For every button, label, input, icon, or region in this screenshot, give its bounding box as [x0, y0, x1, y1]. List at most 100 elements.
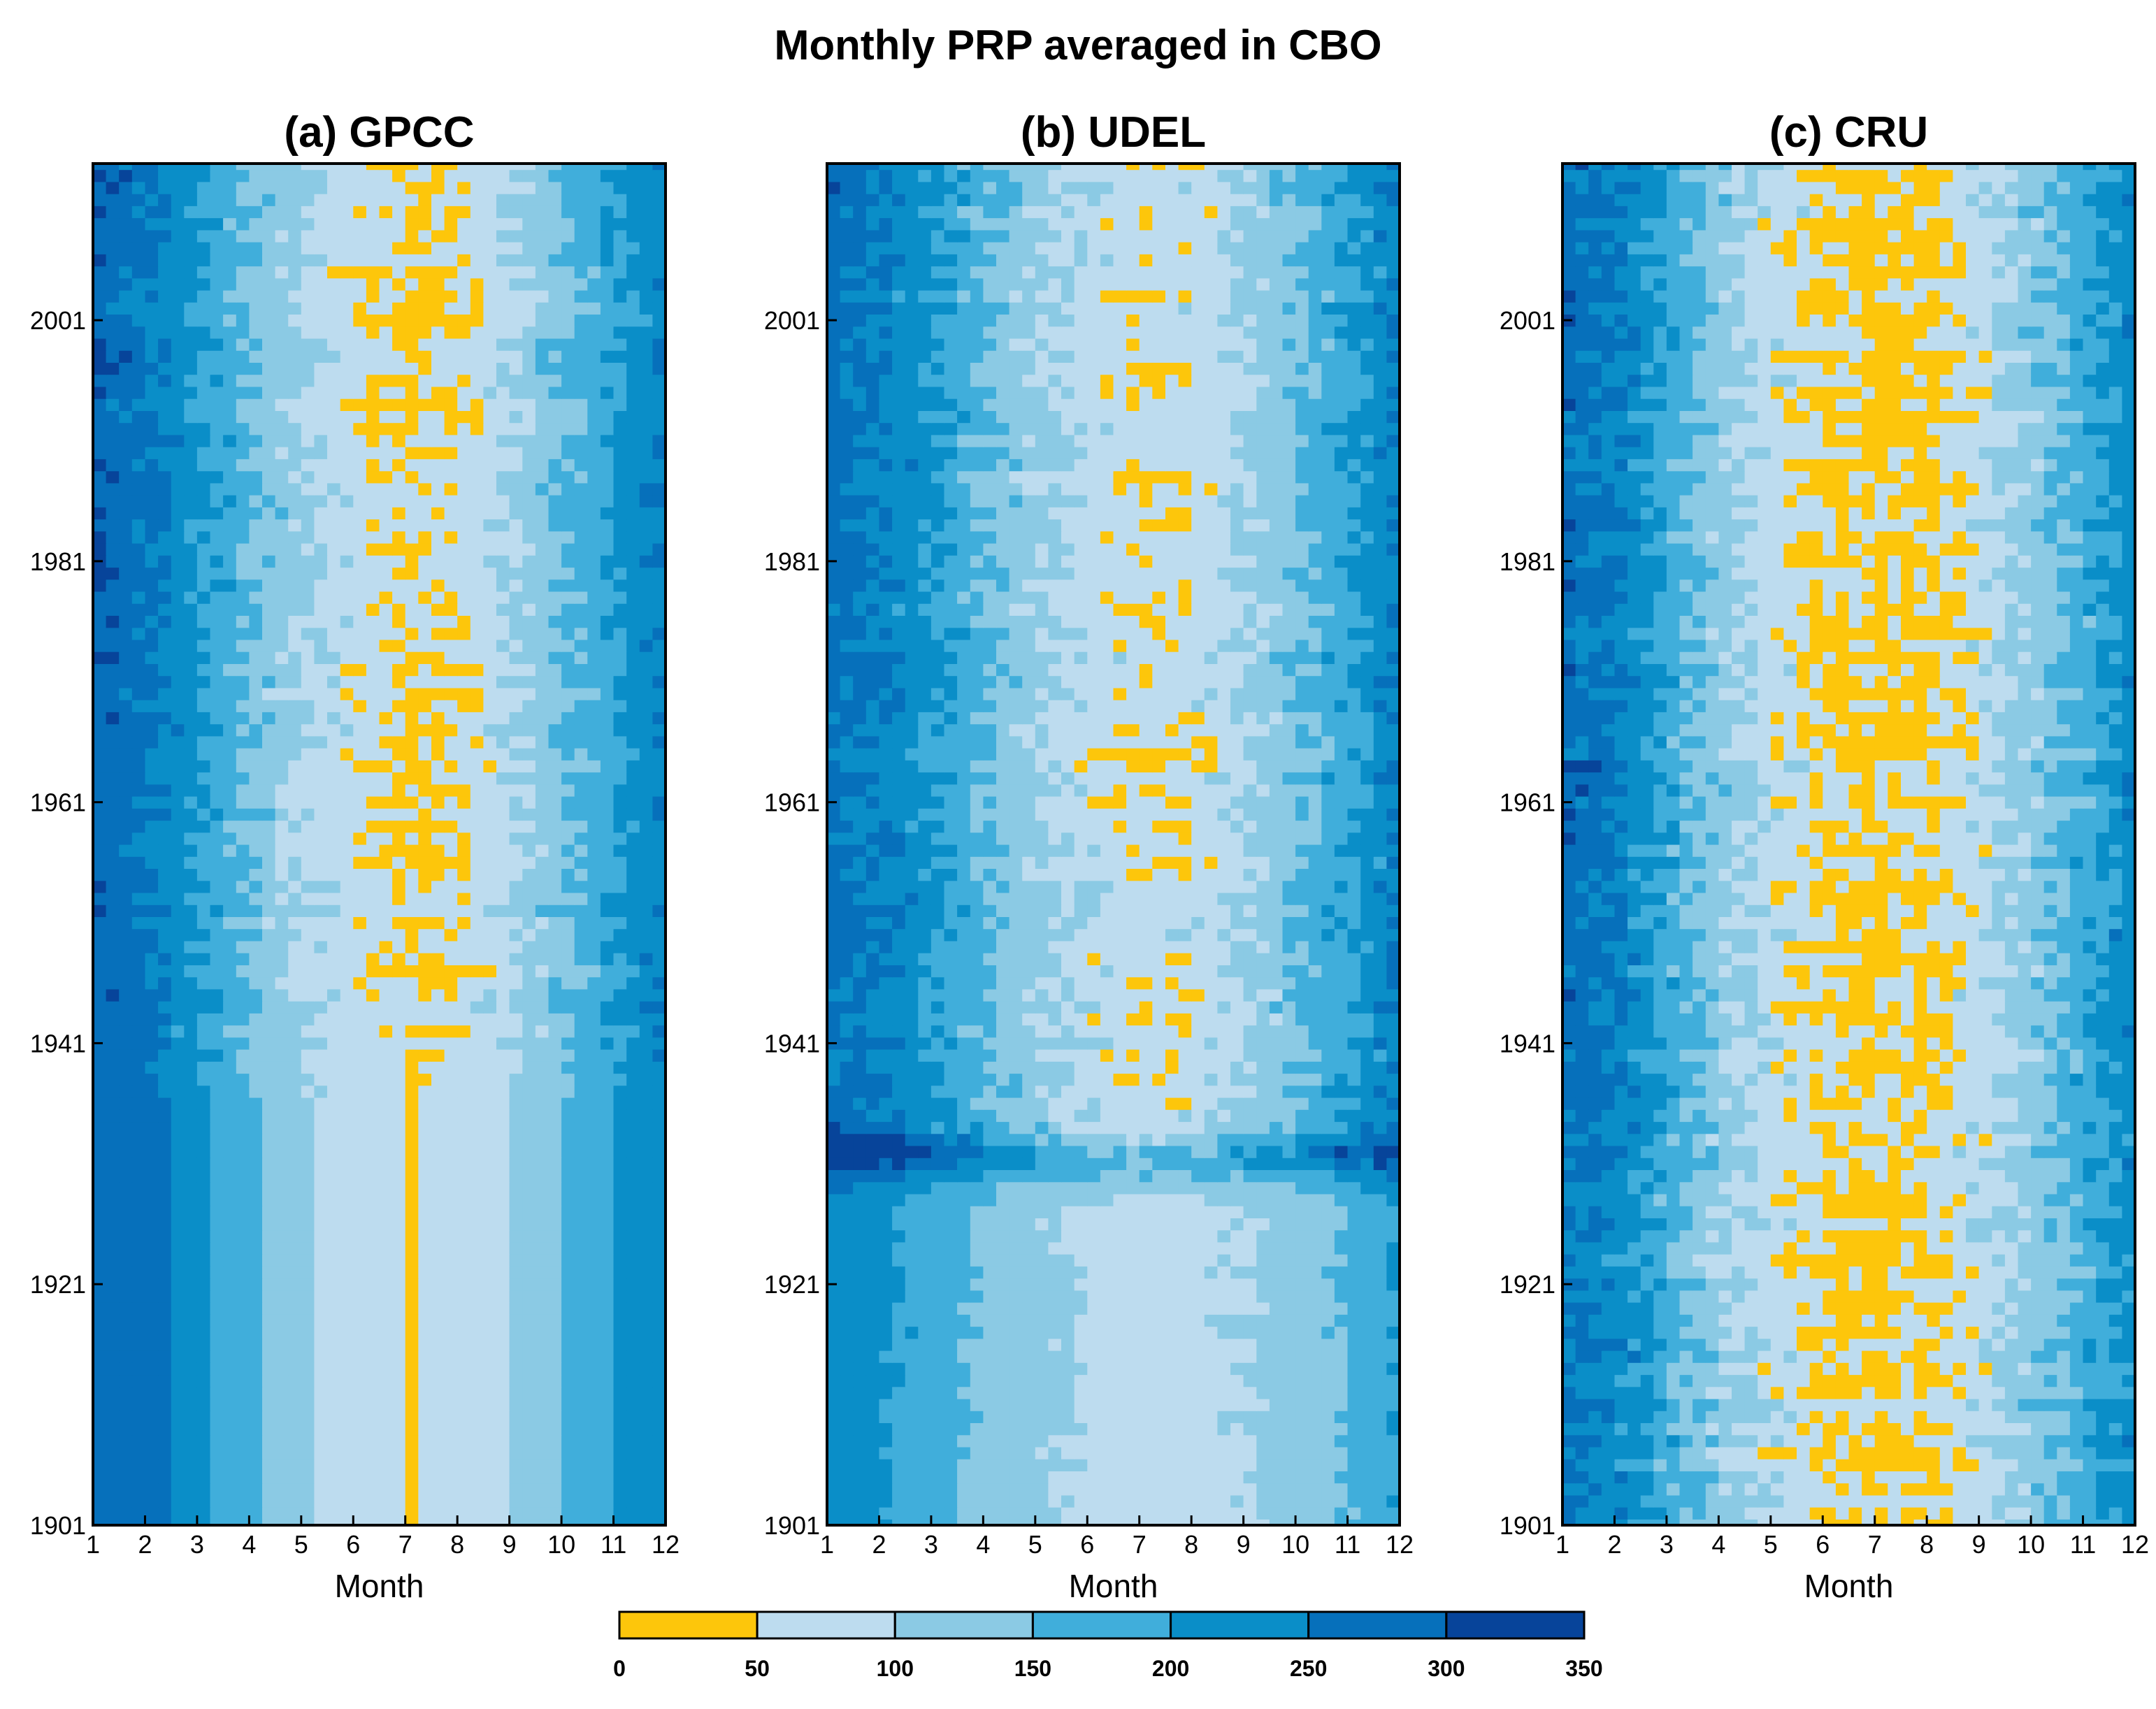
heatmap-cell — [131, 1362, 145, 1376]
heatmap-cell — [210, 1338, 224, 1351]
heatmap-cell — [353, 940, 367, 953]
heatmap-cell — [158, 1037, 172, 1050]
heatmap-cell — [340, 254, 354, 267]
heatmap-cell — [444, 495, 458, 507]
heatmap-cell — [457, 1037, 471, 1050]
heatmap-cell — [392, 953, 406, 965]
heatmap-cell — [184, 1399, 198, 1411]
heatmap-cell — [509, 1001, 523, 1014]
heatmap-cell — [131, 748, 145, 760]
heatmap-cell — [600, 1049, 615, 1062]
heatmap-cell — [522, 844, 536, 857]
heatmap-cell — [535, 1302, 549, 1315]
heatmap-cell — [509, 482, 523, 496]
heatmap-cell — [288, 229, 302, 243]
heatmap-cell — [431, 1302, 445, 1315]
heatmap-cell — [119, 1350, 133, 1363]
heatmap-cell — [131, 410, 145, 424]
heatmap-cell — [223, 229, 237, 243]
heatmap-cell — [587, 1025, 601, 1038]
heatmap-cell — [548, 459, 562, 472]
heatmap-cell — [613, 1278, 627, 1291]
heatmap-cell — [106, 519, 120, 532]
heatmap-cell — [353, 290, 367, 303]
heatmap-cell — [509, 277, 523, 291]
heatmap-cell — [431, 374, 445, 387]
heatmap-cell — [652, 687, 666, 700]
heatmap-cell — [353, 1121, 367, 1134]
heatmap-cell — [353, 1374, 367, 1387]
heatmap-cell — [353, 639, 367, 652]
heatmap-cell — [548, 988, 562, 1002]
heatmap-cell — [535, 519, 549, 532]
heatmap-cell — [223, 1399, 237, 1411]
heatmap-cell — [535, 1146, 549, 1158]
heatmap-cell — [496, 194, 510, 206]
heatmap-cell — [210, 1218, 224, 1231]
heatmap-cell — [431, 735, 445, 749]
heatmap-cell — [626, 447, 640, 459]
heatmap-cell — [184, 1362, 198, 1376]
heatmap-cell — [587, 1193, 601, 1206]
heatmap-cell — [431, 1049, 445, 1062]
heatmap-cell — [210, 856, 224, 869]
heatmap-cell — [93, 242, 107, 254]
heatmap-cell — [106, 362, 120, 375]
heatmap-cell — [327, 169, 341, 182]
heatmap-cell — [366, 1422, 380, 1436]
heatmap-cell — [652, 1241, 666, 1255]
heatmap-cell — [158, 1350, 172, 1363]
heatmap-cell — [184, 1411, 198, 1423]
heatmap-cell — [262, 1049, 276, 1062]
heatmap-cell — [574, 1121, 588, 1134]
heatmap-cell — [119, 1266, 133, 1279]
heatmap-cell — [249, 205, 263, 219]
heatmap-cell — [196, 615, 211, 628]
heatmap-cell — [379, 1302, 393, 1315]
heatmap-cell — [184, 1386, 198, 1399]
heatmap-cell — [119, 169, 133, 182]
heatmap-cell — [561, 1181, 575, 1195]
heatmap-cell — [210, 1241, 224, 1255]
heatmap-cell — [93, 229, 107, 243]
heatmap-cell — [626, 1290, 640, 1303]
heatmap-cell — [652, 965, 666, 978]
heatmap-cell — [262, 422, 276, 435]
heatmap-cell — [145, 1049, 159, 1062]
heatmap-cell — [184, 326, 198, 339]
heatmap-cell — [483, 350, 497, 363]
heatmap-cell — [340, 663, 354, 677]
heatmap-cell — [548, 1085, 562, 1098]
heatmap-cell — [119, 1494, 133, 1508]
heatmap-cell — [392, 567, 406, 580]
heatmap-cell — [366, 700, 380, 712]
heatmap-cell — [652, 1025, 666, 1038]
heatmap-cell — [535, 1133, 549, 1146]
heatmap-cell — [340, 820, 354, 833]
heatmap-cell — [392, 712, 406, 725]
heatmap-cell — [262, 844, 276, 857]
heatmap-cell — [184, 928, 198, 942]
heatmap-cell — [574, 784, 588, 797]
heatmap-cell — [587, 470, 601, 484]
heatmap-cell — [288, 1061, 302, 1074]
heatmap-cell — [327, 723, 341, 737]
heatmap-cell — [366, 507, 380, 520]
heatmap-cell — [93, 712, 107, 725]
heatmap-cell — [522, 495, 536, 507]
heatmap-cell — [626, 1519, 640, 1526]
heatmap-cell — [262, 856, 276, 869]
heatmap-cell — [535, 940, 549, 953]
heatmap-cell — [470, 1133, 484, 1146]
heatmap-cell — [301, 386, 315, 399]
heatmap-cell — [119, 1085, 133, 1098]
heatmap-cell — [196, 205, 211, 219]
heatmap-cell — [275, 290, 289, 303]
heatmap-cell — [561, 386, 575, 399]
heatmap-cell — [131, 482, 145, 496]
heatmap-cell — [470, 772, 484, 785]
heatmap-cell — [275, 856, 289, 869]
heatmap-cell — [314, 808, 328, 821]
heatmap-cell — [119, 904, 133, 917]
heatmap-cell — [496, 808, 510, 821]
